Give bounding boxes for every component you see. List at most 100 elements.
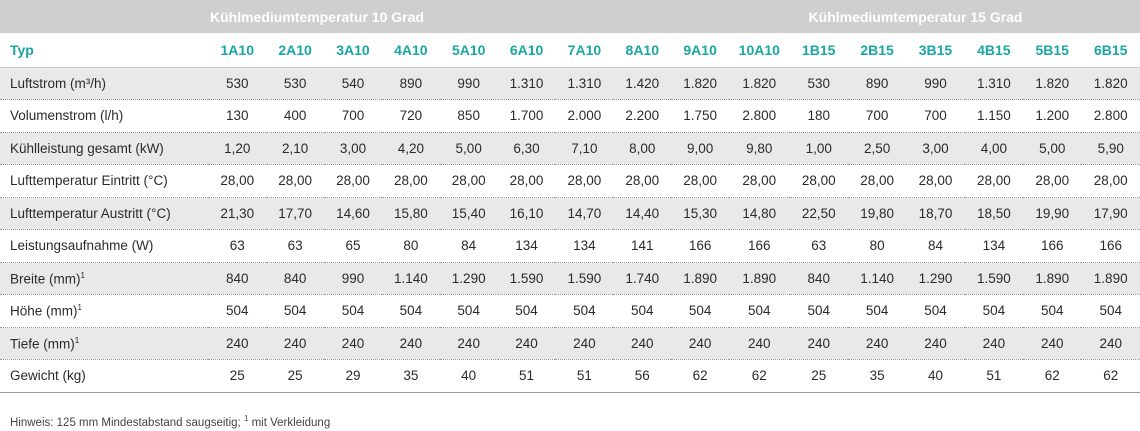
table-cell: 400 <box>266 99 325 132</box>
table-cell: 504 <box>847 294 907 327</box>
table-cell: 504 <box>266 294 325 327</box>
table-cell: 15,30 <box>671 196 730 230</box>
table-cell: 14,60 <box>324 196 382 230</box>
table-cell: 504 <box>497 294 556 327</box>
table-cell: 240 <box>847 326 907 360</box>
table-cell: 3,00 <box>324 131 382 165</box>
table-cell: 9,00 <box>671 131 730 165</box>
row-label-footnote: 1 <box>77 303 82 312</box>
table-cell: 16,10 <box>497 196 556 230</box>
table-cell: 4,00 <box>964 131 1024 165</box>
table-cell: 240 <box>208 326 267 360</box>
table-cell: 28,00 <box>671 164 730 197</box>
table-cell: 63 <box>789 229 848 262</box>
type-header-cell: 6B15 <box>1081 33 1140 68</box>
table-cell: 19,90 <box>1023 196 1082 230</box>
row-label: Höhe (mm)1 <box>0 294 209 327</box>
type-header-cell: 3A10 <box>324 33 382 68</box>
row-label: Lufttemperatur Eintritt (°C) <box>0 164 209 197</box>
table-cell: 990 <box>906 66 965 100</box>
table-cell: 3,00 <box>906 131 965 165</box>
table-cell: 5,90 <box>1081 131 1140 165</box>
table-cell: 240 <box>789 326 848 360</box>
table-cell: 720 <box>381 99 440 132</box>
table-cell: 240 <box>266 326 325 360</box>
spec-table: Kühlmediumtemperatur 10 Grad Kühlmediumt… <box>0 0 1140 393</box>
row-label-text: Volumenstrom (l/h) <box>10 108 124 124</box>
table-cell: 1.890 <box>1023 261 1082 295</box>
type-header-cell: 2A10 <box>266 33 325 68</box>
table-cell: 5,00 <box>1023 131 1082 165</box>
table-cell: 540 <box>324 66 382 100</box>
table-cell: 240 <box>381 326 440 360</box>
table-cell: 850 <box>439 99 498 132</box>
type-header-row: Typ 1A10 2A10 3A10 4A10 5A10 6A10 7A10 8A10 9A10… <box>0 33 1140 68</box>
table-cell: 1.890 <box>671 261 730 295</box>
table-cell: 1.310 <box>555 66 614 100</box>
table-cell: 1,20 <box>208 131 267 165</box>
table-cell: 166 <box>1081 229 1140 262</box>
table-cell: 840 <box>208 261 267 295</box>
table-cell: 990 <box>439 66 498 100</box>
table-cell: 4,20 <box>381 131 440 165</box>
row-label: Kühlleistung gesamt (kW) <box>0 131 209 165</box>
table-cell: 2,10 <box>266 131 325 165</box>
row-label-text: Leistungsaufnahme (W) <box>10 238 154 254</box>
table-cell: 28,00 <box>906 164 965 197</box>
table-cell: 890 <box>381 66 440 100</box>
table-cell: 530 <box>789 66 848 100</box>
table-cell: 1.290 <box>906 261 965 295</box>
type-header-cell: 2B15 <box>847 33 907 68</box>
table-cell: 63 <box>208 229 267 262</box>
table-row: Lufttemperatur Eintritt (°C) 28,00 28,00 28… <box>0 164 1140 197</box>
row-label: Volumenstrom (l/h) <box>0 99 209 132</box>
type-header-cell: 5B15 <box>1023 33 1082 68</box>
table-row: Lufttemperatur Austritt (°C) 21,30 17,70 14… <box>0 196 1140 230</box>
row-label: Breite (mm)1 <box>0 261 209 295</box>
table-cell: 2.000 <box>555 99 614 132</box>
table-cell: 2.800 <box>1081 99 1140 132</box>
table-cell: 504 <box>906 294 965 327</box>
table-cell: 1.420 <box>613 66 672 100</box>
row-label-footnote: 1 <box>80 270 85 280</box>
table-cell: 84 <box>906 229 965 262</box>
table-cell: 18,50 <box>964 196 1024 230</box>
table-cell: 1.820 <box>729 66 790 100</box>
footnote-suffix: mit Verkleidung <box>248 416 331 429</box>
table-cell: 28,00 <box>1081 164 1140 197</box>
table-cell: 25 <box>789 359 848 393</box>
table-row: Leistungsaufnahme (W) 63 63 65 80 84 134 134 141… <box>0 229 1140 262</box>
table-cell: 504 <box>1023 294 1082 327</box>
type-header-cell: 7A10 <box>555 33 614 68</box>
table-cell: 134 <box>497 229 556 262</box>
table-cell: 7,10 <box>555 131 614 165</box>
table-cell: 240 <box>1023 326 1082 360</box>
table-cell: 22,50 <box>789 196 848 230</box>
type-header-cell: 3B15 <box>906 33 965 68</box>
row-label-text: Kühlleistung gesamt (kW) <box>10 140 164 156</box>
table-cell: 504 <box>729 294 790 327</box>
table-cell: 134 <box>964 229 1024 262</box>
type-header-cell: 1A10 <box>208 33 267 68</box>
table-cell: 1.290 <box>439 261 498 295</box>
table-cell: 141 <box>613 229 672 262</box>
table-cell: 504 <box>208 294 267 327</box>
table-cell: 1.590 <box>497 261 556 295</box>
table-cell: 8,00 <box>613 131 672 165</box>
table-row: Luftstrom (m³/h) 530 530 540 890 990 1.310 1.31… <box>0 66 1140 100</box>
table-cell: 700 <box>847 99 907 132</box>
table-cell: 56 <box>613 359 672 393</box>
row-label: Gewicht (kg) <box>0 359 209 393</box>
table-cell: 9,80 <box>729 131 790 165</box>
table-cell: 62 <box>671 359 730 393</box>
table-row: Tiefe (mm)1 240 240 240 240 240 240 240 240 240 24… <box>0 326 1140 360</box>
table-cell: 65 <box>324 229 382 262</box>
table-cell: 21,30 <box>208 196 267 230</box>
table-cell: 19,80 <box>847 196 907 230</box>
table-cell: 240 <box>729 326 790 360</box>
table-row: Volumenstrom (l/h) 130 400 700 720 850 1.700 2.… <box>0 99 1140 132</box>
table-cell: 1.820 <box>671 66 730 100</box>
type-header-cell: 6A10 <box>497 33 556 68</box>
table-cell: 240 <box>497 326 556 360</box>
